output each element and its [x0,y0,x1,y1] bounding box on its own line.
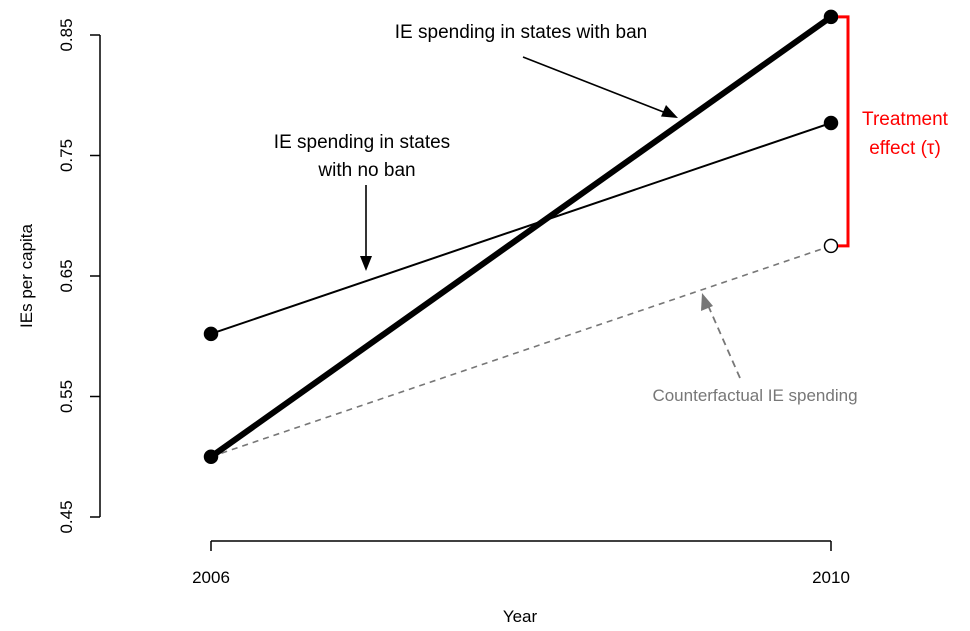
noban-label-line1: IE spending in states [274,132,450,153]
y-axis: 0.45 0.55 0.65 0.75 0.85 [57,18,101,534]
series-line-noban [210,122,832,335]
x-axis: 2006 2010 [192,540,850,587]
noban-label-line2: with no ban [317,160,415,181]
y-tick-label: 0.75 [57,139,76,172]
series-layer [203,9,839,464]
counterfactual-label: Counterfactual IE spending [652,386,857,405]
x-tick-label: 2010 [812,568,850,587]
ban-arrow-head [661,105,678,118]
point-noban-2010 [823,115,839,131]
y-tick-label: 0.65 [57,259,76,292]
y-tick-label: 0.85 [57,18,76,51]
treatment-label-line2: effect (τ) [869,138,941,159]
counterfactual-arrow-shaft [706,302,741,379]
ban-label: IE spending in states with ban [395,22,647,43]
y-tick-label: 0.55 [57,380,76,413]
point-noban-2006 [203,326,219,342]
noban-arrow-head [360,256,372,271]
x-tick-label: 2006 [192,568,230,587]
point-ban-2010 [823,9,839,25]
annotation-arrows [360,56,741,379]
counterfactual-arrow-head [701,293,713,311]
y-axis-title: IEs per capita [17,223,36,327]
series-line-counterfactual [210,245,832,458]
treatment-effect-bracket [838,15,850,248]
point-counterfactual-2010 [823,238,839,254]
ban-arrow-shaft [522,56,667,114]
series-line-ban [209,14,833,460]
y-tick-label: 0.45 [57,500,76,533]
point-ban-2006 [203,449,219,464]
x-axis-title: Year [503,607,538,626]
treatment-label-line1: Treatment [862,109,949,130]
